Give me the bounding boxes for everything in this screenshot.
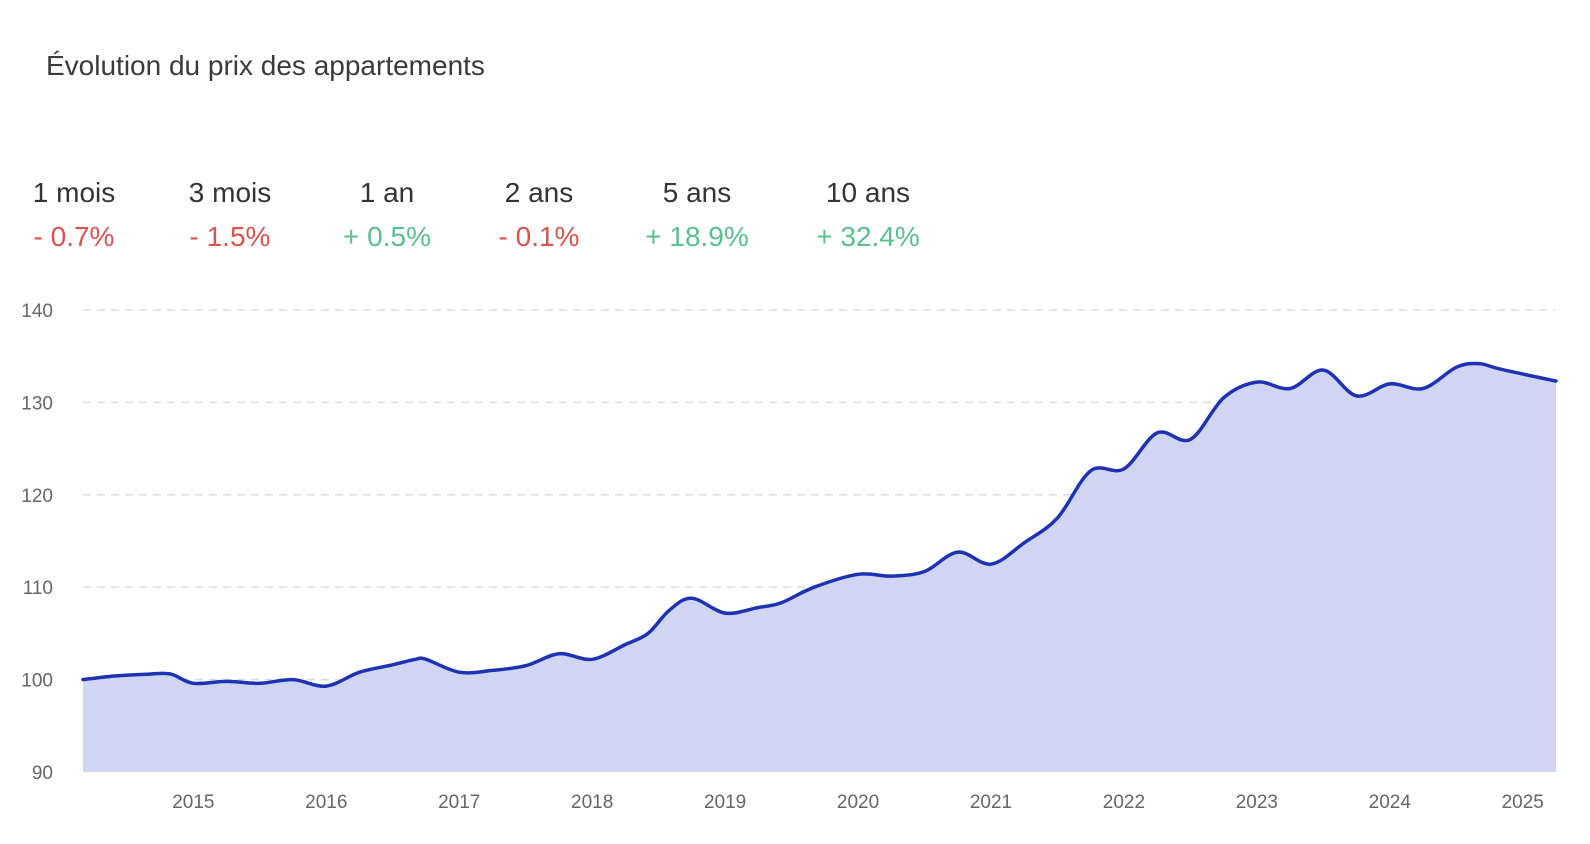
period-label: 1 an bbox=[359, 177, 415, 208]
price-line bbox=[81, 361, 1558, 688]
period-stat-5-years: 5 ans + 18.9% bbox=[617, 176, 777, 254]
period-change: - 0.1% bbox=[498, 221, 580, 252]
y-tick-label: 140 bbox=[21, 301, 53, 322]
grid-lines bbox=[83, 309, 1556, 681]
x-tick-label: 2017 bbox=[438, 792, 480, 813]
period-stat-3-months: 3 mois - 1.5% bbox=[150, 176, 310, 254]
x-tick-label: 2016 bbox=[305, 792, 347, 813]
x-tick-label: 2019 bbox=[704, 792, 746, 813]
x-axis-ticks: 2015 2016 2017 2018 2019 2020 2021 2022 2023 2024… bbox=[172, 792, 1544, 813]
period-change: + 18.9% bbox=[645, 221, 749, 252]
x-tick-label: 2023 bbox=[1236, 792, 1278, 813]
y-tick-label: 90 bbox=[32, 763, 53, 784]
period-change: - 0.7% bbox=[33, 221, 115, 252]
period-label: 5 ans bbox=[662, 177, 732, 208]
x-tick-label: 2024 bbox=[1369, 792, 1412, 813]
y-tick-label: 120 bbox=[21, 486, 53, 507]
period-stat-1-year: 1 an + 0.5% bbox=[307, 176, 467, 254]
period-label: 1 mois bbox=[32, 177, 116, 208]
price-area bbox=[83, 363, 1556, 772]
period-label: 3 mois bbox=[188, 177, 272, 208]
period-label: 2 ans bbox=[504, 177, 574, 208]
x-tick-label: 2015 bbox=[172, 792, 214, 813]
period-change: - 1.5% bbox=[189, 221, 271, 252]
period-change: + 32.4% bbox=[816, 221, 920, 252]
period-change: + 0.5% bbox=[343, 221, 431, 252]
y-tick-label: 110 bbox=[23, 578, 53, 599]
period-label: 10 ans bbox=[825, 177, 911, 208]
period-stat-2-years: 2 ans - 0.1% bbox=[459, 176, 619, 254]
x-tick-label: 2018 bbox=[571, 792, 613, 813]
chart-title: Évolution du prix des appartements bbox=[46, 50, 485, 81]
x-tick-label: 2020 bbox=[837, 792, 879, 813]
x-tick-label: 2022 bbox=[1103, 792, 1145, 813]
y-tick-label: 130 bbox=[21, 393, 53, 414]
x-tick-label: 2021 bbox=[970, 792, 1012, 813]
y-axis-ticks: 90 100 110 120 130 140 bbox=[21, 301, 53, 784]
period-stat-10-years: 10 ans + 32.4% bbox=[788, 176, 948, 254]
y-tick-label: 100 bbox=[21, 671, 53, 692]
period-stat-1-month: 1 mois - 0.7% bbox=[0, 176, 154, 254]
x-tick-label: 2025 bbox=[1502, 792, 1544, 813]
